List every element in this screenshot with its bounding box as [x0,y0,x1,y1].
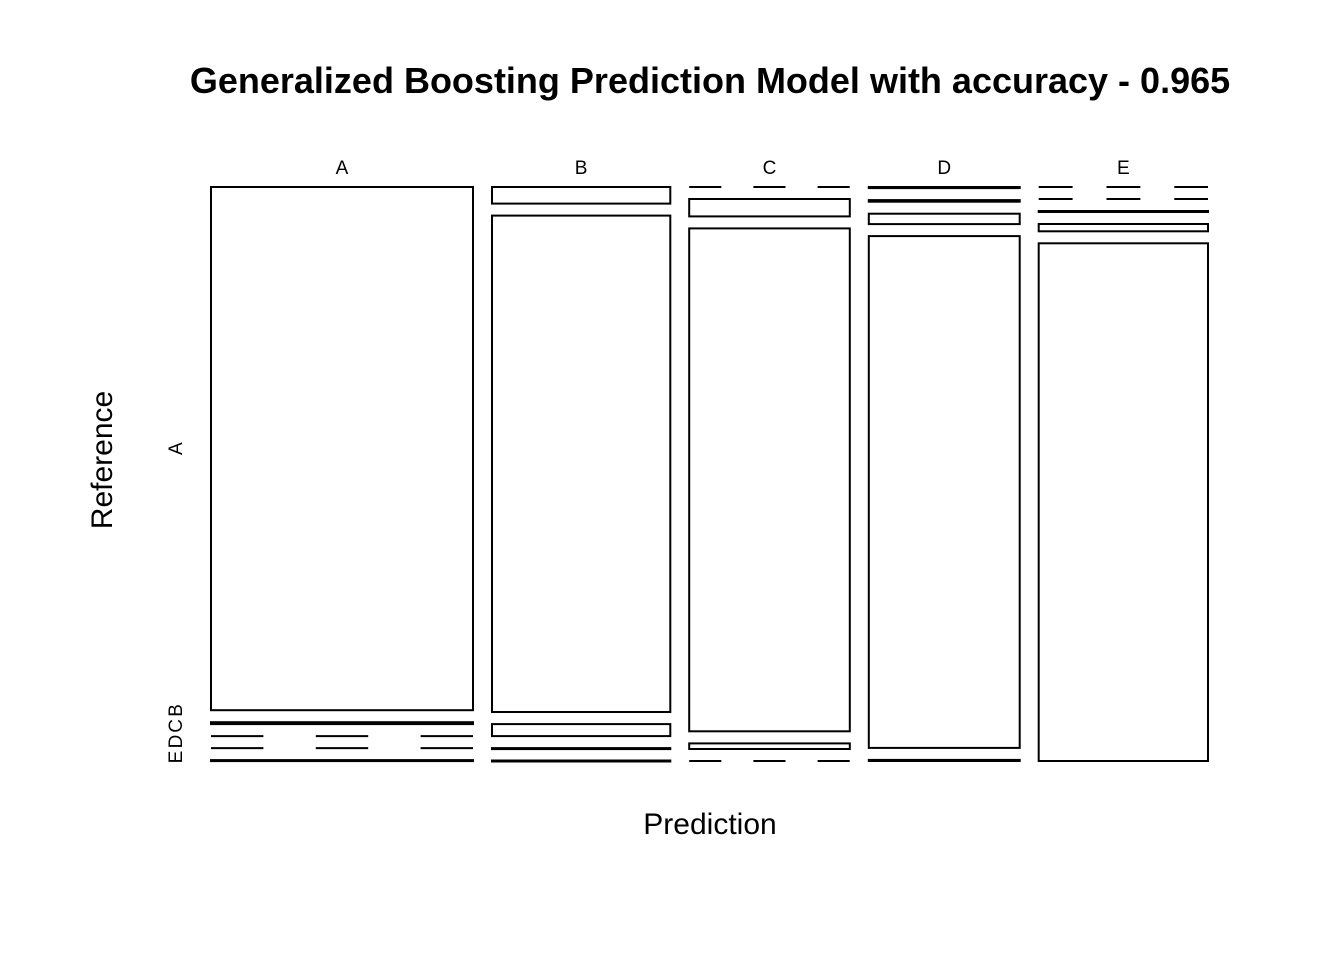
tile-pred-E-ref-D [1037,223,1209,233]
tile-pred-E-ref-E [1037,242,1209,763]
tile-pred-B-ref-E [491,759,672,763]
row-label-E: E [166,751,187,764]
tile-pred-D-ref-C [867,212,1021,226]
chart-title: Generalized Boosting Prediction Model wi… [190,60,1230,101]
mosaic-tiles [210,186,1209,763]
tile-pred-C-ref-D [688,742,851,751]
column-label-A: A [336,158,349,179]
tile-pred-D-ref-E [867,758,1021,763]
row-label-D: D [166,735,187,749]
tile-pred-B-ref-D [491,747,672,751]
column-label-C: C [763,158,777,179]
tile-pred-A-ref-A [210,186,474,712]
tile-pred-A-ref-E [210,759,474,763]
row-label-C: C [166,719,187,733]
tile-pred-B-ref-B [491,214,672,713]
y-axis-label: Reference [86,391,119,529]
tile-pred-D-ref-D [867,235,1021,749]
column-label-B: B [575,158,588,179]
tile-pred-E-ref-C [1037,210,1209,213]
tile-pred-B-ref-A [491,186,672,205]
row-label-B: B [166,704,187,717]
row-label-A: A [166,442,187,455]
column-label-D: D [937,158,951,179]
tile-pred-C-ref-C [688,227,851,733]
tile-pred-D-ref-B [867,199,1021,203]
column-labels: A B C D E [336,158,1130,179]
tile-pred-C-ref-B [688,198,851,218]
x-axis-label: Prediction [643,808,776,841]
tile-pred-A-ref-B [210,721,474,726]
tile-pred-B-ref-C [491,723,672,738]
tile-pred-D-ref-A [867,186,1021,190]
column-label-E: E [1117,158,1130,179]
